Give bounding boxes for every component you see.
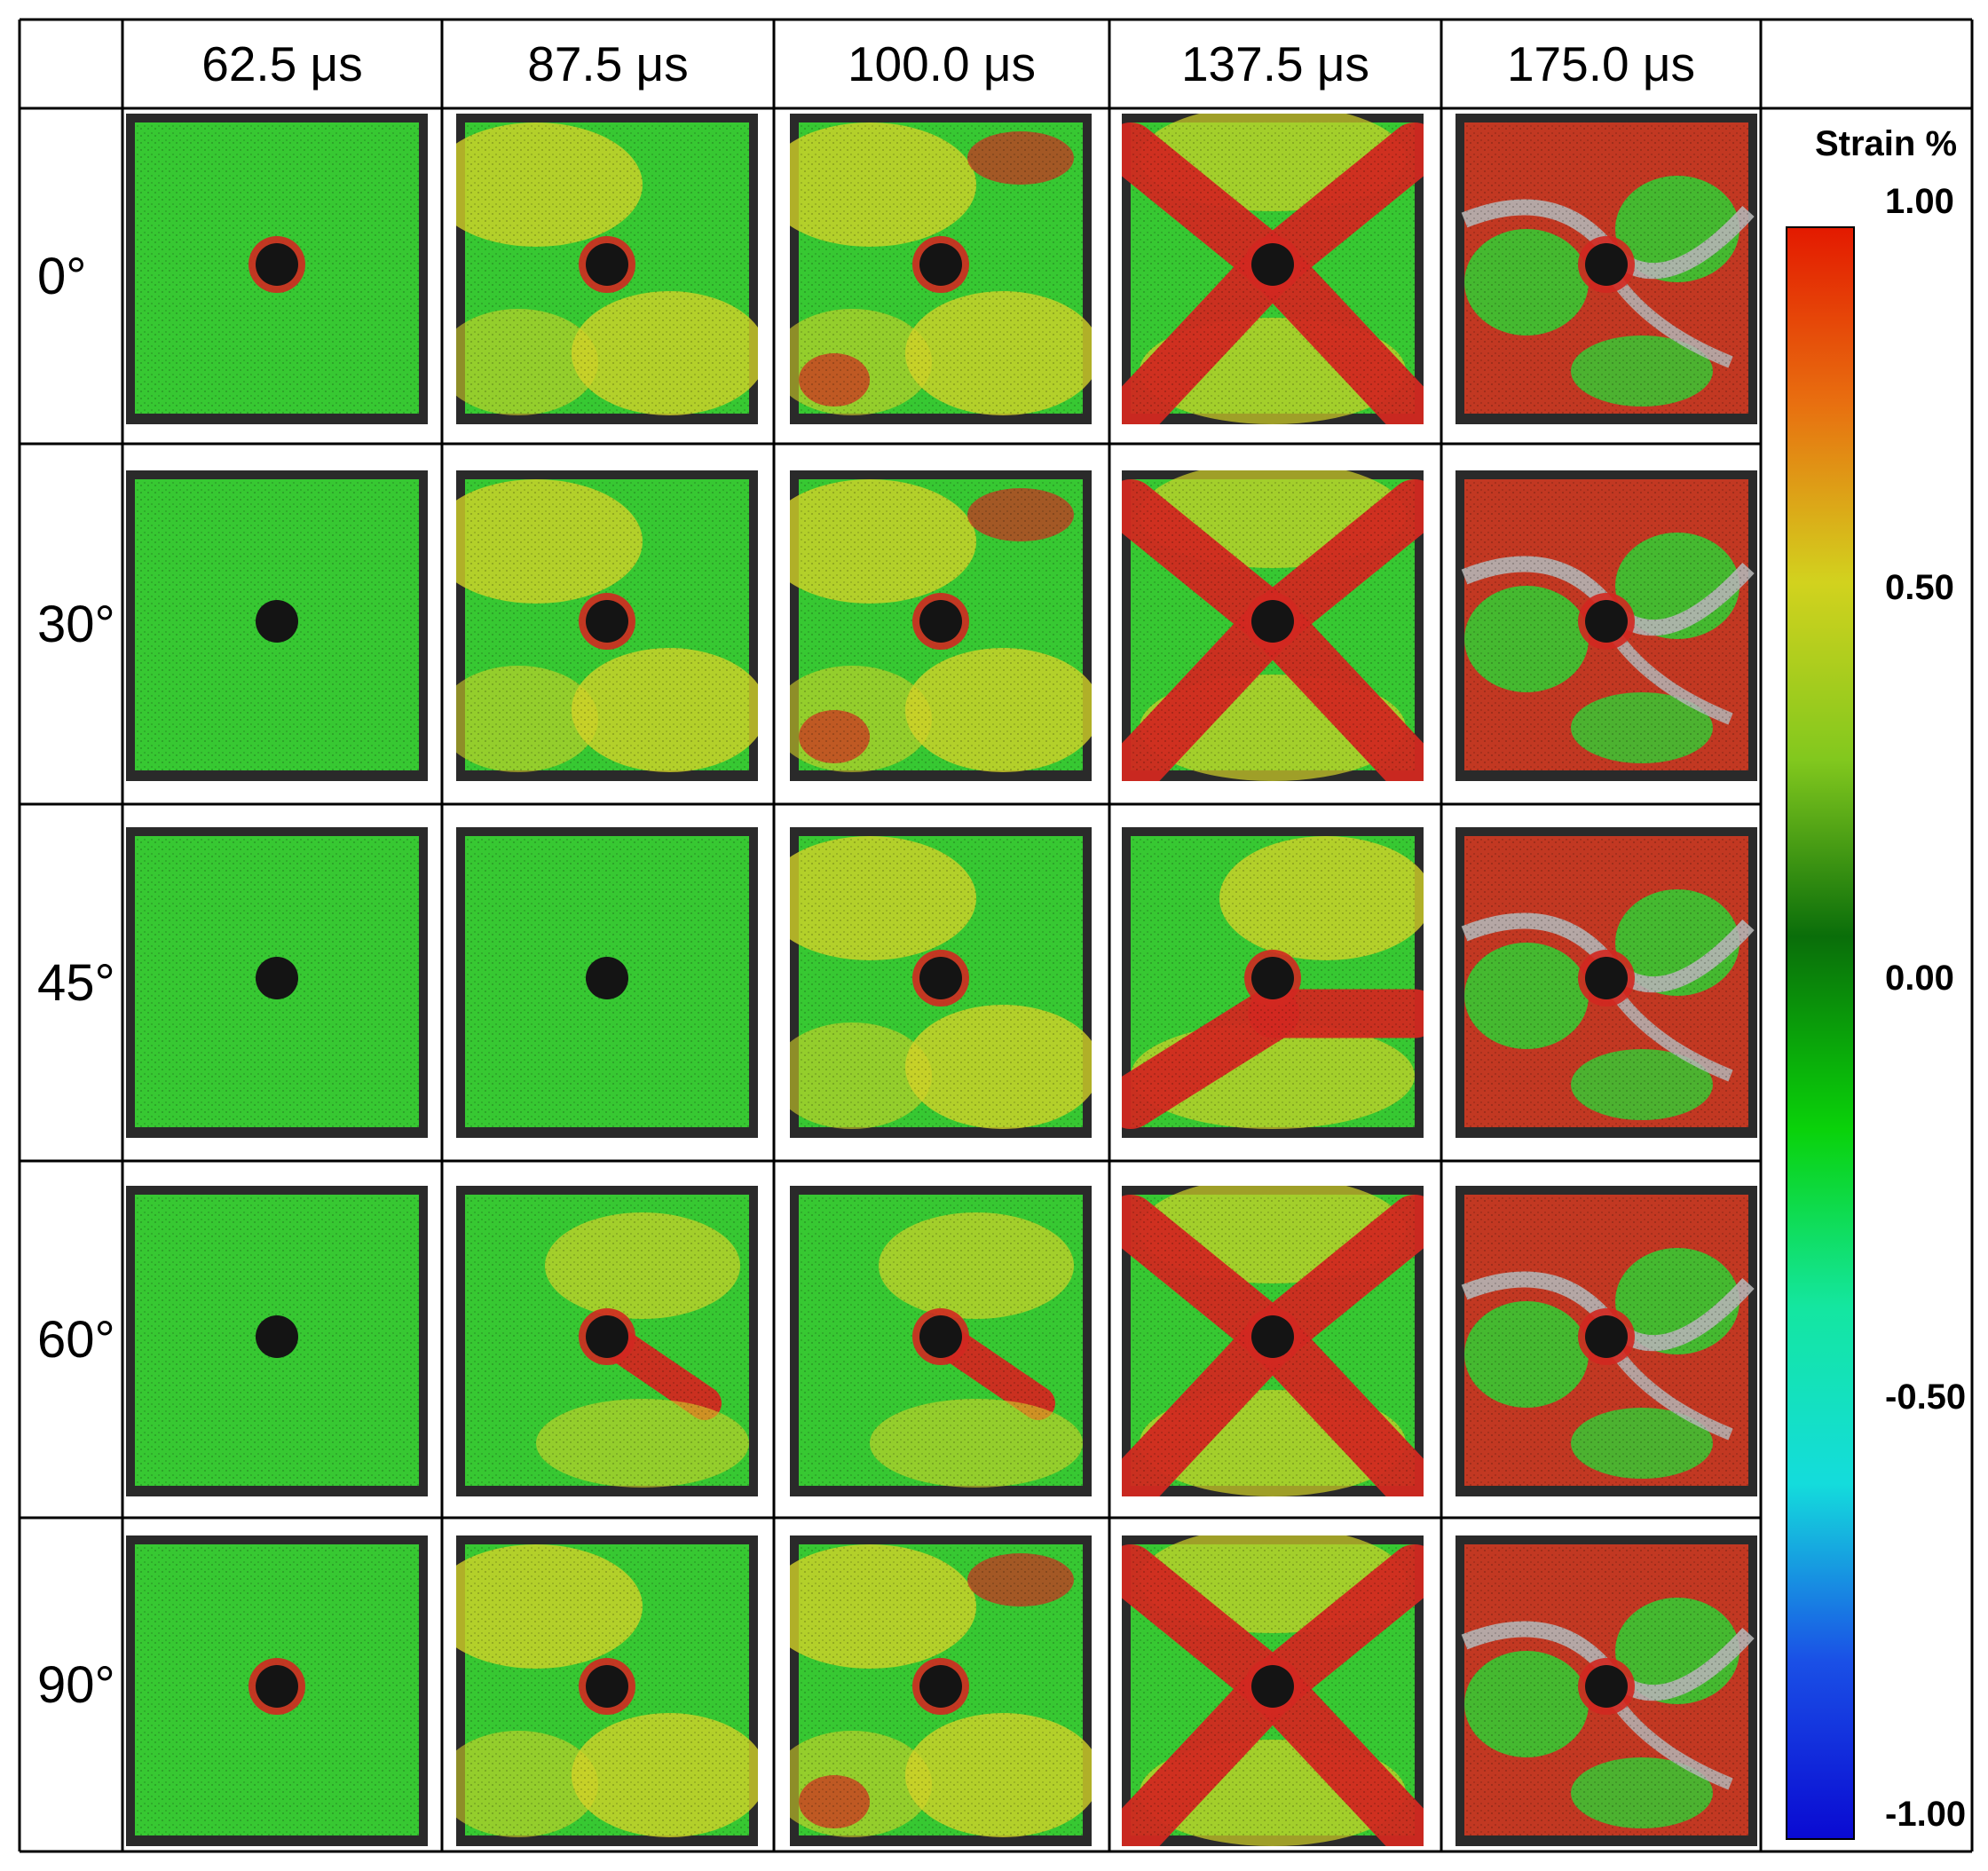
hole (1251, 600, 1294, 643)
strain-map (790, 470, 1092, 781)
colorbar-tick-neg-half: -0.50 (1885, 1378, 1967, 1417)
row-label-0deg: 0° (37, 247, 87, 305)
hole (256, 243, 298, 286)
hole (256, 1315, 298, 1358)
colorbar (1786, 226, 1855, 1840)
col-header-87-5: 87.5 μs (527, 36, 689, 91)
row-label-30deg: 30° (37, 595, 115, 653)
hole (919, 1315, 962, 1358)
hole (1251, 243, 1294, 286)
strain-map-panel (456, 1186, 758, 1496)
hole (1585, 1665, 1628, 1708)
strain-map-panel (126, 1535, 428, 1846)
strain-map-panel (790, 470, 1092, 781)
strain-map-panel (1122, 470, 1424, 781)
strain-map-panel (126, 827, 428, 1138)
strain-map (1122, 470, 1424, 781)
hole (586, 1665, 628, 1708)
hole (1585, 600, 1628, 643)
strain-map (126, 114, 428, 424)
strain-map (790, 827, 1092, 1138)
strain-map (1122, 114, 1424, 424)
hole (586, 1315, 628, 1358)
hole (586, 243, 628, 286)
hole (1251, 957, 1294, 999)
strain-map-panel (456, 827, 758, 1138)
colorbar-tick-zero: 0.00 (1885, 959, 1954, 998)
strain-map-panel (1456, 1535, 1757, 1846)
strain-map-panel (1122, 1186, 1424, 1496)
strain-map-panel (1456, 1186, 1757, 1496)
hole (1251, 1315, 1294, 1358)
strain-map (1456, 470, 1757, 781)
strain-map-panel (1122, 114, 1424, 424)
strain-map-panel (126, 114, 428, 424)
hole (1585, 957, 1628, 999)
col-header-100-0: 100.0 μs (847, 36, 1037, 91)
hole (586, 957, 628, 999)
strain-map (456, 1186, 758, 1496)
hole (1585, 1315, 1628, 1358)
strain-map-panel (1456, 470, 1757, 781)
strain-map-panel (1122, 827, 1424, 1138)
col-header-137-5: 137.5 μs (1180, 36, 1370, 91)
strain-map (790, 1186, 1092, 1496)
row-label-60deg: 60° (37, 1310, 115, 1369)
hole (919, 243, 962, 286)
strain-map-panel (1456, 114, 1757, 424)
strain-map-panel (456, 114, 758, 424)
strain-map (790, 114, 1092, 424)
row-label-90deg: 90° (37, 1655, 115, 1714)
strain-map-panel (790, 1186, 1092, 1496)
strain-map-panel (1456, 827, 1757, 1138)
strain-map (456, 1535, 758, 1846)
hole (1251, 1665, 1294, 1708)
row-label-45deg: 45° (37, 953, 115, 1012)
hole (256, 600, 298, 643)
hole (1585, 243, 1628, 286)
strain-map (1456, 1186, 1757, 1496)
hole (256, 957, 298, 999)
hole (919, 1665, 962, 1708)
col-header-62-5: 62.5 μs (201, 36, 363, 91)
strain-map (126, 827, 428, 1138)
strain-map (456, 114, 758, 424)
hole (919, 957, 962, 999)
strain-map (790, 1535, 1092, 1846)
strain-map-panel (456, 470, 758, 781)
strain-map (1122, 1186, 1424, 1496)
strain-map-panel (126, 1186, 428, 1496)
colorbar-tick-min: -1.00 (1885, 1795, 1967, 1834)
strain-map-panel (1122, 1535, 1424, 1846)
hole (919, 600, 962, 643)
strain-map-panel (790, 827, 1092, 1138)
strain-map (1122, 827, 1424, 1138)
hole (586, 600, 628, 643)
strain-map-panel (456, 1535, 758, 1846)
strain-map (1456, 114, 1757, 424)
strain-map (1122, 1535, 1424, 1846)
strain-map (126, 1186, 428, 1496)
strain-map-panel (126, 470, 428, 781)
colorbar-tick-half: 0.50 (1885, 568, 1954, 607)
strain-map (456, 827, 758, 1138)
colorbar-tick-max: 1.00 (1885, 182, 1954, 221)
colorbar-title: Strain % (1814, 124, 1958, 163)
strain-map (126, 470, 428, 781)
strain-map (1456, 827, 1757, 1138)
strain-map-panel (790, 114, 1092, 424)
strain-map (126, 1535, 428, 1846)
strain-map (456, 470, 758, 781)
strain-map (1456, 1535, 1757, 1846)
hole (256, 1665, 298, 1708)
col-header-175-0: 175.0 μs (1506, 36, 1696, 91)
strain-map-panel (790, 1535, 1092, 1846)
